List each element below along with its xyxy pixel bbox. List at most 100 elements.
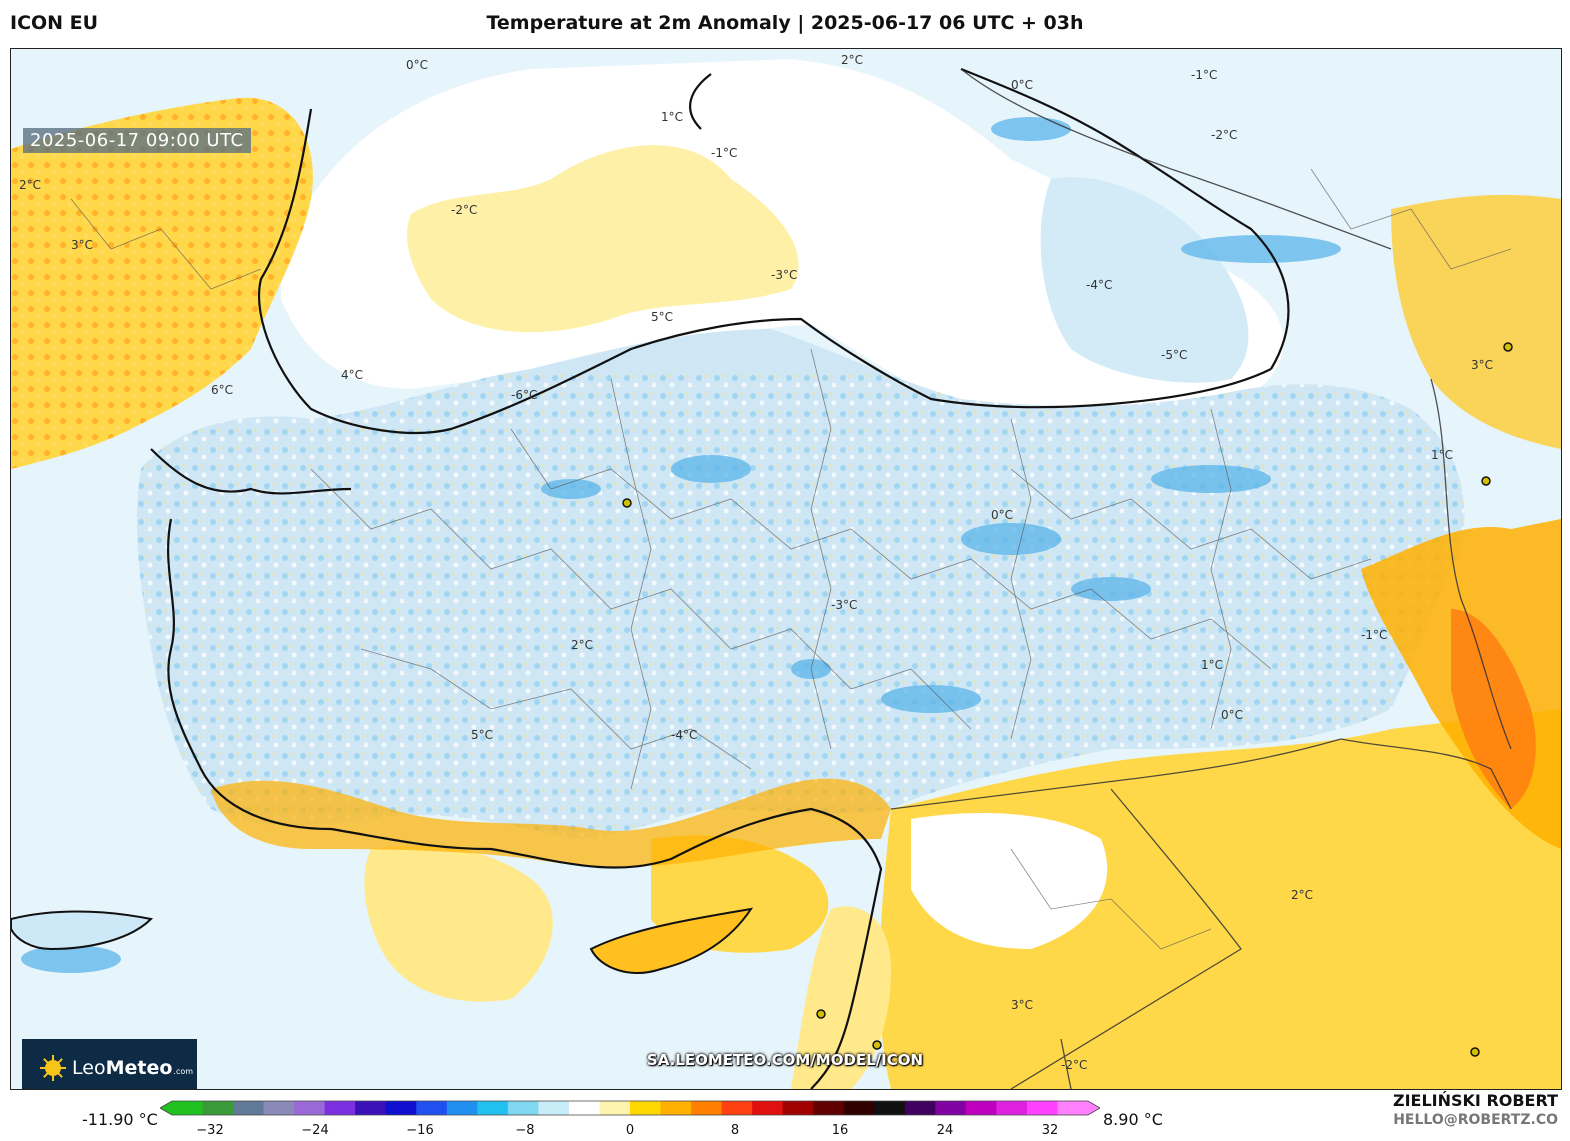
contour-label: 0°C [991,508,1013,522]
contour-label: -4°C [1086,278,1112,292]
contour-labels: 0°C 1°C -1°C -2°C 2°C 3°C -3°C -4°C -5°C 5°C -6°C 6… [19,53,1493,1072]
anomaly-map[interactable]: 0°C 1°C -1°C -2°C 2°C 3°C -3°C -4°C -5°C 5°C -6°C 6… [10,48,1562,1090]
colorbar-tick-label: 32 [1041,1123,1059,1138]
contour-label: 1°C [661,110,683,124]
leometeo-logo: LeoMeteo .com [22,1039,197,1089]
contour-label: 4°C [341,368,363,382]
colorbar-cell [446,1101,478,1115]
contour-label: 2°C [1291,888,1313,902]
colorbar-cell [568,1101,600,1115]
syria-desert-white [911,813,1108,949]
colorbar-cell [355,1101,387,1115]
colorbar-cell [202,1101,234,1115]
colorbar-max-label: 8.90 °C [1103,1110,1163,1129]
contour-label: -2°C [1061,1058,1087,1072]
logo-domain: .com [173,1066,194,1076]
colorbar-ticks: −32 −24 −16 −8 0 8 16 24 32 [160,1123,1100,1141]
colorbar-extend-min [160,1101,172,1115]
colorbar-tick-label: −8 [515,1123,535,1138]
colorbar-cell [385,1101,417,1115]
black-sea-warm-patch [407,145,799,333]
colorbar-cell [538,1101,570,1115]
colorbar-cell [599,1101,631,1115]
crete [11,910,154,951]
contour-label: 5°C [471,728,493,742]
contour-label: 2°C [571,638,593,652]
colorbar-cell [324,1101,356,1115]
colorbar-cell [630,1101,662,1115]
colorbar-tick-label: −16 [406,1123,434,1138]
contour-label: -2°C [1211,128,1237,142]
colorbar-cell [874,1101,906,1115]
colorbar-cell [1026,1101,1058,1115]
colorbar-cell [721,1101,753,1115]
colorbar-outline [160,1100,1100,1116]
colorbar-cell [691,1101,723,1115]
model-label: ICON EU [10,12,99,34]
colorbar-cell [965,1101,997,1115]
contour-label: 1°C [1431,448,1453,462]
contour-label: 0°C [1221,708,1243,722]
contour-label: 0°C [1011,78,1033,92]
logo-text: LeoMeteo [72,1057,173,1079]
contour-label: -3°C [771,268,797,282]
colorbar-cell [233,1101,265,1115]
contour-label: 3°C [71,238,93,252]
contour-label: 2°C [19,178,41,192]
colorbar-cell [263,1101,295,1115]
colorbar-min-label: -11.90 °C [82,1110,158,1129]
contour-label: -4°C [671,728,697,742]
contour-label: 2°C [841,53,863,67]
colorbar-tick-label: −32 [196,1123,224,1138]
colorbar-tick-label: 24 [936,1123,954,1138]
source-url: SA.LEOMETEO.COM/MODEL/ICON [646,1051,924,1069]
med-warm-patch-west [364,845,553,1002]
colorbar [160,1100,1100,1116]
colorbar-cell [813,1101,845,1115]
contour-label: 3°C [1011,998,1033,1012]
contour-label: 3°C [1471,358,1493,372]
contour-label: 0°C [406,58,428,72]
cold-anomaly-spots [21,117,1341,973]
cyprus [589,907,754,974]
colorbar-cell [477,1101,509,1115]
contour-label: -3°C [831,598,857,612]
colorbar-tick-label: 8 [730,1123,740,1138]
city-markers [622,342,1513,1057]
colorbar-cell [172,1101,204,1115]
chart-title: Temperature at 2m Anomaly | 2025-06-17 0… [486,12,1084,34]
colorbar-cell [904,1101,936,1115]
contour-label: -6°C [511,388,537,402]
coastlines [150,67,1290,1089]
country-borders [890,68,1512,1089]
colorbar-cell [752,1101,784,1115]
colorbar-cell [660,1101,692,1115]
colorbar-cell [782,1101,814,1115]
provincial-borders [70,168,1512,950]
colorbar-cell [416,1101,448,1115]
author-email: HELLO@ROBERTZ.CO [1393,1112,1558,1128]
colorbar-cell [294,1101,326,1115]
colorbar-tick-label: 0 [625,1123,635,1138]
south-coast-warm [211,778,891,867]
colorbar-extend-max [1088,1101,1100,1115]
east-hot-core [1451,609,1536,809]
caucasus-warm [1391,194,1561,449]
map-canvas: 0°C 1°C -1°C -2°C 2°C 3°C -3°C -4°C -5°C 5°C -6°C 6… [11,49,1561,1089]
valid-time-label: 2025-06-17 09:00 UTC [23,128,251,153]
contour-label: 1°C [1201,658,1223,672]
colorbar-cell [996,1101,1028,1115]
colorbar-cell [507,1101,539,1115]
colorbar-cell [935,1101,967,1115]
sun-icon [40,1055,66,1081]
contour-label: 5°C [651,310,673,324]
syria-iraq-warm [879,709,1561,1089]
contour-label: -2°C [451,203,477,217]
colorbar-tick-label: −24 [301,1123,329,1138]
levant-warm-patch [791,906,891,1089]
contour-label: -1°C [1191,68,1217,82]
contour-label: -5°C [1161,348,1187,362]
contour-label: -1°C [711,146,737,160]
colorbar-cell [1057,1101,1089,1115]
caspian-light-region [1040,177,1249,383]
